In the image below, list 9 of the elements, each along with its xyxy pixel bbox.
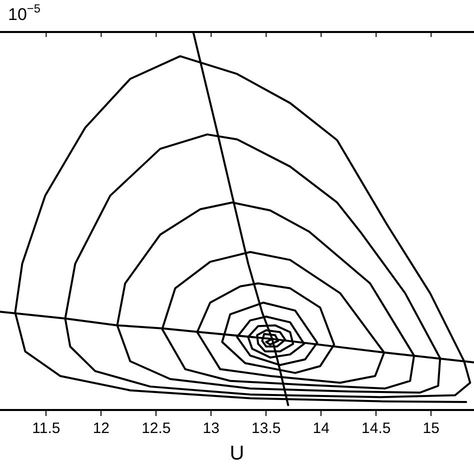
x-tick-label: 13 (202, 420, 220, 438)
x-tick-label: 14 (312, 420, 330, 438)
x-tick-label: 12 (92, 420, 110, 438)
x-tick-label: 15 (422, 420, 440, 438)
x-axis-title: U (230, 442, 244, 465)
x-tick-label: 11.5 (32, 420, 60, 438)
x-tick-label: 14.5 (362, 420, 391, 438)
x-tick-label: 13.5 (252, 420, 281, 438)
x-tick-label: 12.5 (142, 420, 171, 438)
